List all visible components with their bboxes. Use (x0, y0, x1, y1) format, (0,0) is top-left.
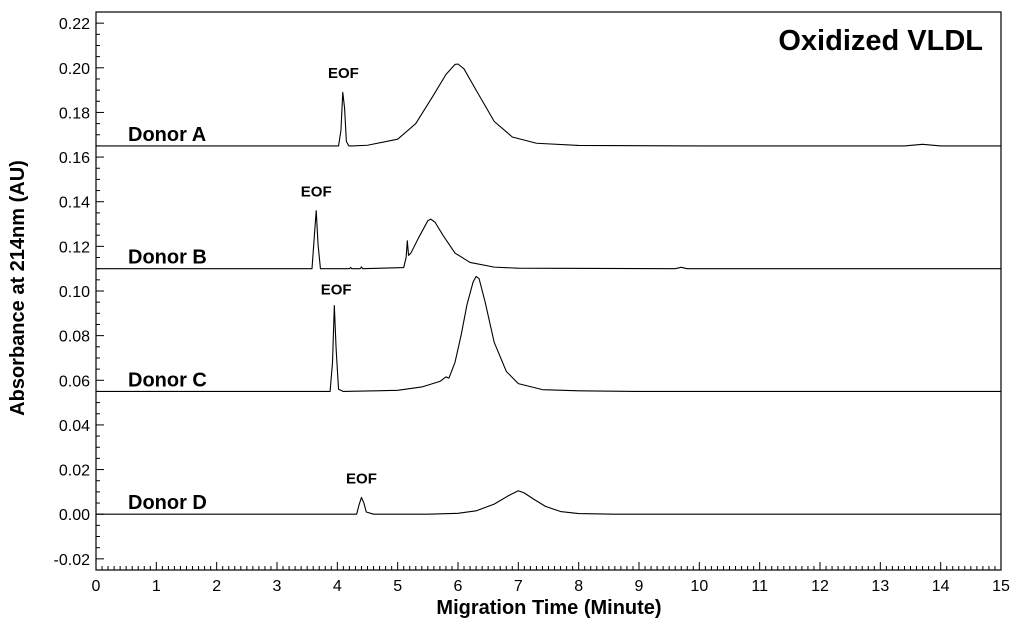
x-tick-label: 2 (212, 578, 221, 595)
eof-label-donor-b: EOF (301, 183, 332, 200)
y-tick-label: 0.06 (59, 373, 90, 390)
trace-donor-b (96, 210, 1001, 270)
x-tick-label: 3 (273, 578, 282, 595)
x-tick-label: 1 (152, 578, 161, 595)
plot-frame (95, 11, 1002, 571)
eof-label-donor-d: EOF (346, 470, 377, 487)
y-axis-title: Absorbance at 214nm (AU) (7, 160, 29, 416)
x-tick-label: 12 (811, 578, 829, 595)
trace-label-donor-d: Donor D (128, 492, 207, 514)
trace-donor-d (96, 490, 1001, 515)
y-tick-label: 0.02 (59, 463, 90, 480)
y-tick-label: 0.20 (59, 61, 90, 78)
x-tick-label: 11 (751, 578, 768, 595)
x-tick-label: 5 (393, 578, 402, 595)
x-tick-label: 6 (454, 578, 463, 595)
x-tick-label: 13 (871, 578, 889, 595)
x-tick-label: 4 (333, 578, 342, 595)
eof-label-donor-a: EOF (328, 65, 359, 82)
trace-donor-a (96, 63, 1001, 147)
x-tick-label: 7 (514, 578, 523, 595)
y-tick-label: 0.18 (59, 105, 90, 122)
x-tick-label: 10 (690, 578, 708, 595)
x-tick-label: 8 (574, 578, 583, 595)
trace-label-donor-b: Donor B (128, 247, 207, 269)
y-tick-label: -0.02 (54, 552, 91, 569)
y-tick-label: 0.00 (59, 507, 90, 524)
chart-title: Oxidized VLDL (778, 25, 983, 57)
x-tick-label: 0 (92, 578, 101, 595)
y-tick-label: 0.22 (59, 16, 90, 33)
axes-group: 0 1 2 3 4 5 6 7 8 9 10 11 12 13 14 15-0.020.000.020.040… (54, 11, 1010, 595)
y-tick-label: 0.16 (59, 150, 90, 167)
x-tick-label: 14 (932, 578, 950, 595)
y-tick-label: 0.12 (59, 239, 90, 256)
y-tick-label: 0.08 (59, 329, 90, 346)
trace-donor-c (96, 275, 1001, 392)
y-tick-label: 0.04 (59, 418, 90, 435)
y-tick-label: 0.14 (59, 195, 90, 212)
trace-label-donor-c: Donor C (128, 369, 207, 391)
x-axis-title: Migration Time (Minute) (436, 597, 661, 619)
x-tick-label: 15 (992, 578, 1010, 595)
traces-group: Donor A EOF Donor B EOF Donor C EOF Donor D EOF (96, 63, 1001, 515)
y-tick-label: 0.10 (59, 284, 90, 301)
trace-label-donor-a: Donor A (128, 124, 206, 146)
x-tick-label: 9 (635, 578, 644, 595)
eof-label-donor-c: EOF (321, 282, 352, 299)
